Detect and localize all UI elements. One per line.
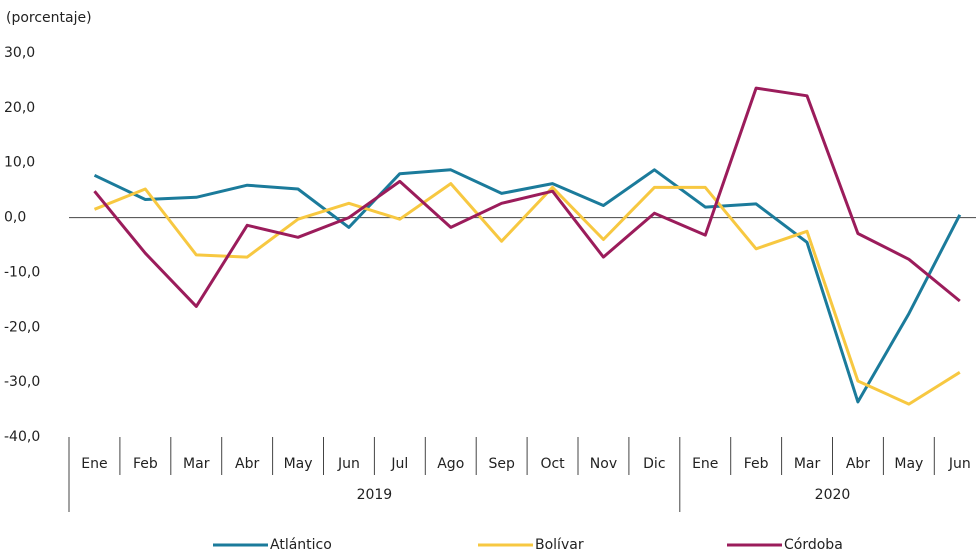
x-tick-label: Dic [643,456,665,472]
x-tick-label: Jun [337,456,360,472]
x-tick-label: May [284,456,313,472]
x-tick-label: Mar [794,456,821,472]
y-tick-label: -40,0 [4,429,40,445]
series-line [93,168,962,404]
x-tick-label: Ene [81,456,107,472]
x-tick-label: Ene [692,456,718,472]
y-tick-label: -20,0 [4,319,40,335]
y-tick-label: -10,0 [4,264,40,280]
legend-label: Córdoba [784,537,843,552]
series-line [93,86,961,308]
y-tick-label: 20,0 [4,100,35,116]
x-tick-label: Nov [590,456,617,472]
series-line [93,182,961,406]
y-tick-label: -30,0 [4,374,40,390]
x-tick-label: Feb [133,456,158,472]
x-tick-label: Feb [744,456,769,472]
x-tick-label: May [894,456,923,472]
legend-label: Bolívar [535,537,584,552]
x-tick-label: Jun [948,456,971,472]
y-axis-label: (porcentaje) [6,10,92,26]
legend-label: Atlántico [270,537,332,552]
x-tick-label: Mar [183,456,210,472]
y-tick-label: 0,0 [4,210,26,226]
y-tick-label: 30,0 [4,45,35,61]
x-tick-label: Jul [390,456,408,472]
group-label: 2020 [815,487,851,503]
group-label: 2019 [357,487,393,503]
x-tick-label: Abr [235,456,259,472]
x-tick-label: Sep [488,456,515,472]
x-tick-label: Ago [437,456,464,472]
x-tick-label: Abr [846,456,870,472]
y-tick-label: 10,0 [4,155,35,171]
x-tick-label: Oct [540,456,565,472]
